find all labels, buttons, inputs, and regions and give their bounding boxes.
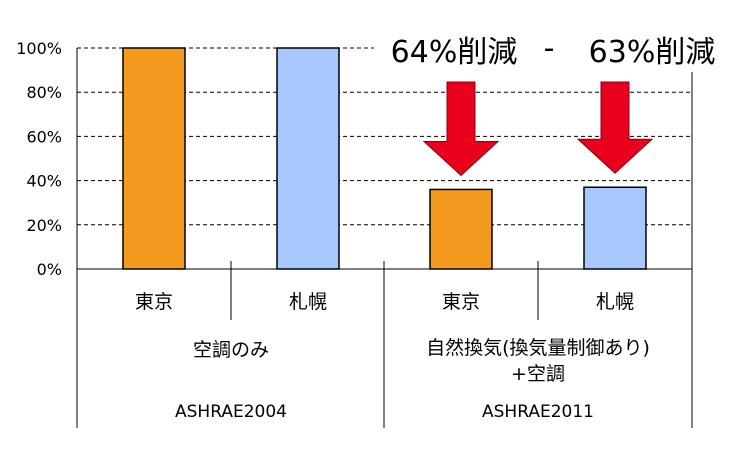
y-tick-label: 100% [16,39,62,58]
group-label-2-line1: 自然換気(換気量制御あり) [426,337,650,359]
group-label-2-line2: +空調 [511,363,565,385]
category-label-3: 札幌 [596,291,634,313]
standard-label-1: ASHRAE2004 [175,402,287,422]
bar-2 [429,188,493,270]
bar-3 [583,186,647,270]
bars [122,47,647,270]
category-label-0: 東京 [135,291,173,313]
category-label-1: 札幌 [289,291,327,313]
bar-1 [276,47,340,270]
y-tick-label: 80% [26,83,62,102]
group-label-1: 空調のみ [193,339,269,361]
annotation-reduction-tokyo: 64%削減 [391,35,518,70]
y-tick-label: 60% [26,127,62,146]
y-tick-labels: 0% 20% 40% 60% 80% 100% [16,39,62,279]
annotation-reduction-sapporo: 63%削減 [589,35,716,70]
standard-label-2: ASHRAE2011 [482,402,594,422]
down-arrow-icon [576,81,654,174]
y-tick-label: 0% [37,260,62,279]
reduction-arrows [422,81,654,177]
annotation-separator: - [544,31,555,66]
down-arrow-icon [422,81,500,177]
y-tick-label: 40% [26,172,62,191]
category-label-2: 東京 [442,291,480,313]
annotation-background [374,28,724,72]
bar-0 [122,47,186,270]
y-tick-label: 20% [26,216,62,235]
